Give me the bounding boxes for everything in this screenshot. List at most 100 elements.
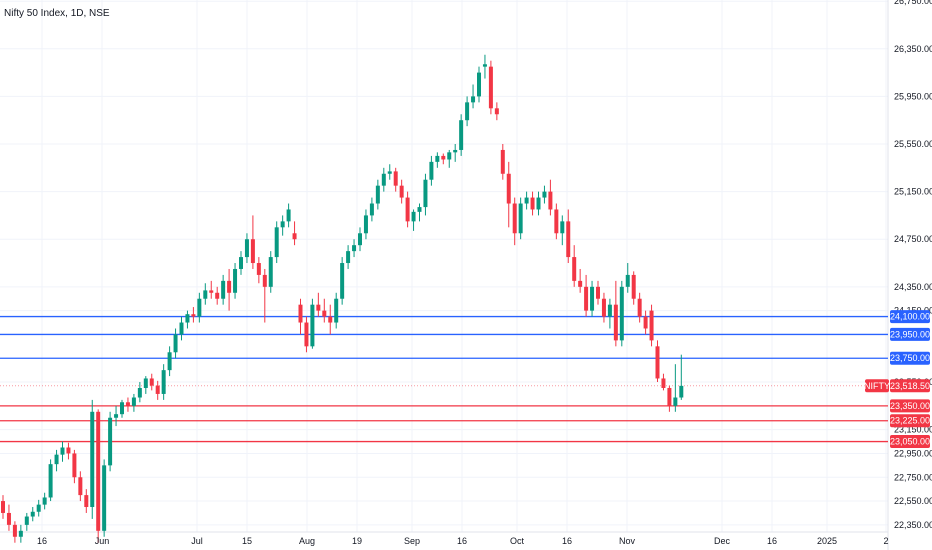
- candle: [12, 521, 17, 543]
- candle: [96, 409, 101, 543]
- candle-body: [298, 304, 303, 323]
- candle: [655, 340, 660, 383]
- candle-body: [637, 298, 642, 317]
- candle-body: [185, 314, 190, 323]
- candle: [613, 280, 618, 347]
- candle-body: [233, 268, 238, 293]
- y-tick-label: 22,750.00: [894, 472, 932, 482]
- x-tick-label: 16: [562, 536, 572, 546]
- candle-body: [268, 257, 273, 287]
- candle-body: [554, 209, 559, 234]
- y-tick-label: 23,150.00: [894, 425, 932, 435]
- candle: [536, 191, 541, 216]
- level-tag-label: 23,350.00: [890, 401, 930, 411]
- x-tick-label: 16: [767, 536, 777, 546]
- time-axis[interactable]: 16 Jun Jul 15 Aug 19 Sep 16 Oct 16 Nov Dec 16 2025 2: [37, 536, 889, 546]
- candle: [221, 274, 226, 305]
- candle-body: [560, 221, 565, 234]
- candle-body: [78, 477, 83, 496]
- candle: [131, 393, 136, 412]
- candlestick-series: [1, 54, 684, 543]
- candle: [601, 292, 606, 323]
- candle: [607, 298, 612, 329]
- candle: [185, 310, 190, 329]
- candle: [120, 399, 124, 418]
- y-tick-label: 26,750.00: [894, 0, 932, 6]
- x-tick-label: 2: [883, 536, 888, 546]
- candle: [54, 449, 59, 472]
- candle-body: [18, 530, 23, 537]
- candle-body: [24, 516, 29, 525]
- candle: [84, 489, 89, 513]
- horizontal-levels: [0, 315, 888, 443]
- candle-body: [143, 378, 148, 388]
- candle-body: [102, 465, 107, 531]
- candle-body: [203, 290, 208, 299]
- candle-body: [441, 155, 446, 160]
- candle: [280, 215, 285, 236]
- candle: [137, 382, 142, 403]
- candle-body: [613, 304, 618, 341]
- candle-body: [42, 497, 47, 505]
- candle-body: [227, 280, 232, 293]
- price-axis[interactable]: 22,350.00 22,550.00 22,750.00 22,950.00 23,1…: [894, 0, 932, 530]
- candle-body: [488, 66, 493, 109]
- candle-body: [346, 251, 351, 264]
- candle: [500, 144, 505, 180]
- candle-body: [482, 64, 487, 67]
- candle-body: [477, 72, 481, 97]
- last-price-tag: [890, 379, 930, 393]
- candle-body: [6, 512, 11, 525]
- candle: [417, 203, 422, 222]
- level-tag: [890, 414, 930, 428]
- candle-body: [655, 346, 660, 379]
- candle: [471, 84, 476, 109]
- candle-body: [239, 257, 243, 269]
- candle: [209, 280, 214, 299]
- candle: [667, 385, 672, 412]
- candle-body: [375, 185, 380, 204]
- y-tick-label: 24,750.00: [894, 234, 932, 244]
- candle: [292, 221, 297, 246]
- candle: [542, 185, 547, 204]
- candle: [494, 102, 499, 121]
- candle: [78, 471, 83, 502]
- candle-body: [649, 310, 654, 341]
- y-tick-label: 25,950.00: [894, 91, 932, 101]
- candle: [375, 179, 380, 210]
- candle-body: [578, 280, 583, 287]
- candle: [649, 304, 654, 347]
- candle-body: [536, 197, 541, 210]
- candle-body: [524, 197, 529, 204]
- candle: [346, 245, 351, 269]
- candle-body: [328, 316, 333, 323]
- candle-body: [548, 191, 553, 210]
- candle: [405, 191, 410, 228]
- candle-body: [512, 203, 517, 234]
- candle: [30, 507, 35, 522]
- candle: [590, 280, 595, 317]
- candle: [203, 283, 208, 305]
- candle: [441, 153, 446, 165]
- candle: [381, 167, 386, 192]
- symbol-tag: [865, 379, 889, 393]
- candle-body: [471, 96, 476, 103]
- candle-body: [465, 102, 470, 121]
- candle-body: [179, 322, 184, 335]
- candle-body: [131, 397, 136, 406]
- candle-body: [542, 191, 547, 198]
- y-tick-label: 22,550.00: [894, 496, 932, 506]
- candle-body: [494, 108, 499, 115]
- candle: [363, 209, 368, 240]
- candle-body: [393, 171, 398, 186]
- candle: [161, 364, 166, 400]
- candle-body: [405, 197, 410, 222]
- candle: [447, 149, 452, 168]
- candle-body: [643, 316, 648, 329]
- candle: [316, 292, 321, 317]
- candle: [465, 96, 470, 127]
- candle: [399, 179, 404, 204]
- candle: [661, 373, 666, 391]
- candle-body: [417, 207, 422, 212]
